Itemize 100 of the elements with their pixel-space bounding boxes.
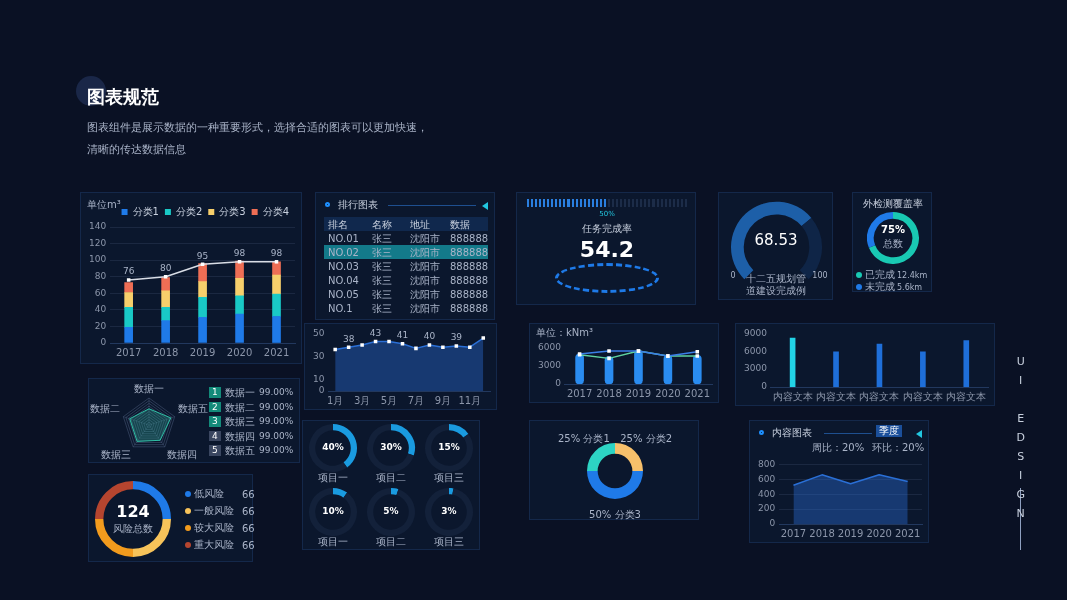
y-tick-label: 200 (757, 503, 776, 514)
x-tick-label: 2020 (655, 387, 681, 399)
y-tick-label: 20 (94, 320, 107, 331)
text: 图表组件是展示数据的一种重要形式，选择合适的图表可以更加快速，清晰的传达数据信息 (87, 120, 429, 158)
text: UI EDSIGN (1014, 355, 1028, 526)
bar (198, 316, 207, 343)
text: 数据一 (225, 387, 255, 399)
text: 888888 (450, 303, 489, 315)
legend-label: 分类4 (262, 205, 290, 217)
x-tick-label: 2019 (625, 387, 652, 399)
text: 1 (209, 387, 221, 398)
text: 张三 (372, 261, 392, 273)
x-tick-label: 2018 (596, 387, 622, 399)
data-label: 5.6km (897, 282, 923, 292)
x-tick-label: 2018 (809, 527, 835, 539)
text: 数据二 (225, 401, 255, 414)
spoke-label: 数据五 (177, 403, 208, 415)
text: 沈阳市 (410, 275, 440, 287)
y-tick-label: 40 (94, 304, 107, 315)
y-tick-label: 100 (88, 254, 107, 265)
text: 环比：20% (872, 442, 925, 454)
legend-label: 分类3 (219, 205, 246, 217)
text: 888888 (450, 275, 489, 287)
bar (634, 350, 643, 384)
text: 5 (209, 445, 221, 456)
y-tick-label: 120 (88, 237, 107, 248)
y-tick-label: 140 (88, 221, 107, 232)
bar (963, 340, 970, 387)
spoke-label: 数据三 (101, 448, 132, 460)
text: 888888 (450, 247, 489, 259)
text: NO.1 (328, 303, 353, 315)
point (274, 260, 279, 264)
text: 75% (881, 224, 905, 236)
data-label: 98 (233, 248, 246, 259)
text: 数据五 (225, 445, 255, 457)
data-label: 66 (242, 539, 255, 551)
text: 张三 (372, 289, 392, 301)
text: NO.04 (328, 275, 359, 287)
data-label: 66 (242, 505, 255, 517)
text: 68.53 (754, 231, 798, 249)
chart-title: 内容图表 (772, 427, 812, 439)
spoke-label: 数据一 (134, 382, 164, 394)
x-tick-label: 2019 (189, 346, 216, 358)
bar (124, 326, 133, 343)
bar (161, 320, 170, 343)
bar (235, 313, 244, 343)
y-tick-label: 400 (757, 488, 776, 499)
x-tick-label: 内容文本 (902, 390, 943, 402)
text: 项目三 (434, 536, 464, 548)
text: 沈阳市 (410, 233, 440, 245)
text: 图表规范 (87, 86, 159, 108)
x-tick-label: 2020 (866, 527, 892, 539)
bar (272, 293, 281, 317)
data-label: 38 (342, 333, 355, 344)
text: 名称 (372, 219, 392, 231)
x-tick-label: 2017 (566, 387, 593, 399)
x-tick-label: 内容文本 (946, 390, 987, 402)
y-tick-label: 10 (313, 373, 325, 384)
y-tick-label: 0 (769, 518, 776, 529)
x-tick-label: 2018 (152, 346, 179, 358)
text: 3 (209, 416, 221, 427)
y-axis-title: 单位m³ (87, 199, 121, 211)
y-tick-label: 3000 (538, 360, 562, 371)
x-tick-label: 11月 (458, 394, 482, 406)
y-tick-label: 9000 (744, 327, 768, 338)
legend-label: 分类2 (175, 205, 203, 217)
data-label: 76 (122, 266, 135, 277)
y-tick-label: 6000 (538, 341, 562, 352)
x-tick-label: 2017 (780, 527, 807, 539)
slice-label: 25% 分类1 (558, 433, 610, 445)
point (126, 278, 131, 282)
x-tick-label: 内容文本 (859, 390, 900, 402)
data-label: 66 (242, 522, 255, 534)
y-tick-label: 0 (555, 378, 562, 389)
legend-label: 重大风险 (194, 538, 235, 552)
y-tick-label: 60 (94, 287, 107, 298)
text: 888888 (450, 261, 489, 273)
text: 张三 (372, 303, 392, 315)
point (237, 260, 242, 264)
text: 项目一 (318, 472, 348, 484)
data-label: 40 (423, 331, 436, 342)
y-tick-label: 0 (318, 385, 325, 396)
legend-label: 一般风险 (194, 504, 235, 518)
text: 888888 (450, 289, 489, 301)
data-label: 95 (196, 250, 209, 261)
bar (124, 307, 133, 328)
text: 项目三 (434, 472, 464, 484)
x-tick-label: 1月 (327, 394, 344, 406)
text: 10% (322, 506, 344, 517)
text: 总数 (883, 238, 903, 250)
x-tick-label: 2017 (115, 346, 142, 358)
text: 任务完成率 (582, 223, 632, 235)
y-tick-label: 30 (313, 350, 325, 361)
legend-label: 低风险 (194, 487, 225, 501)
x-tick-label: 2021 (894, 527, 921, 539)
legend-label: 已完成 (865, 268, 896, 281)
text: 排行图表 (338, 199, 378, 211)
text: 99.00% (259, 430, 294, 442)
y-tick-label: 3000 (744, 363, 768, 374)
text: 30% (380, 442, 402, 453)
